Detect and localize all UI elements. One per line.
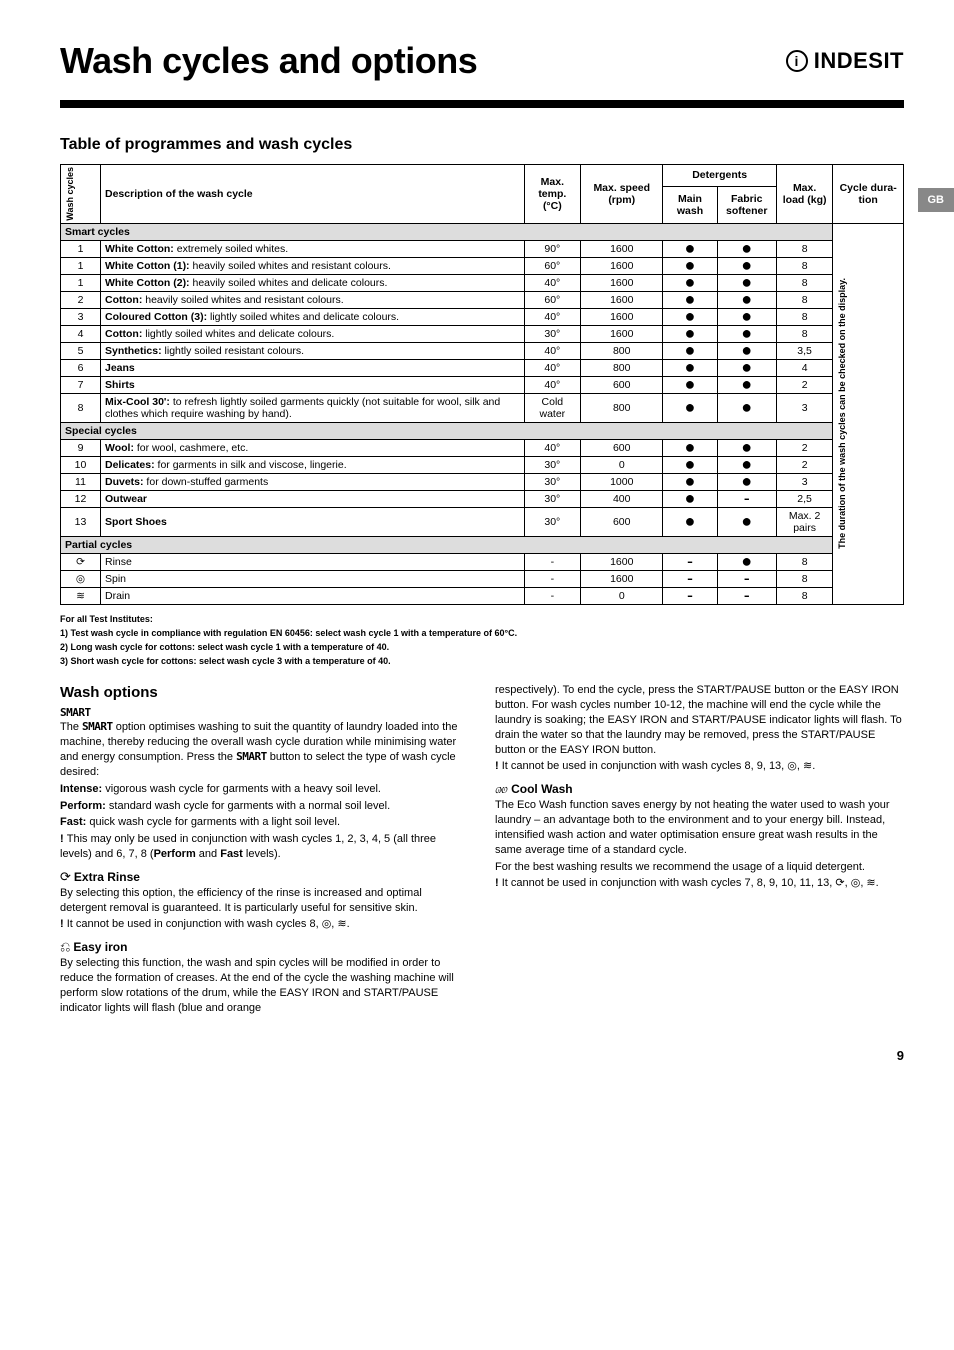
col-load: Max. load (kg) xyxy=(776,165,832,224)
rinse-icon: ⟳ xyxy=(60,869,71,884)
smart-label: SMART xyxy=(60,706,469,721)
divider-bar xyxy=(60,100,904,108)
table-row: 1White Cotton (2): heavily soiled whites… xyxy=(61,274,904,291)
table-row: 5Synthetics: lightly soiled resistant co… xyxy=(61,342,904,359)
right-column: respectively). To end the cycle, press t… xyxy=(495,683,904,1017)
logo-info-icon: i xyxy=(786,50,808,72)
table-row: ◎Spin-1600--8 xyxy=(61,570,904,587)
wash-options-heading: Wash options xyxy=(60,683,469,703)
table-row: 3Coloured Cotton (3): lightly soiled whi… xyxy=(61,308,904,325)
table-row: 12Outwear30°400●-2,5 xyxy=(61,490,904,507)
table-heading: Table of programmes and wash cycles xyxy=(60,136,904,154)
table-row: 8Mix-Cool 30': to refresh lightly soiled… xyxy=(61,393,904,422)
section-special: Special cycles xyxy=(61,422,833,439)
col-softener: Fabric softener xyxy=(717,186,776,223)
leaf-icon: 🙐 xyxy=(495,781,508,796)
iron-icon: ⎌ xyxy=(60,939,70,954)
language-tab: GB xyxy=(918,188,954,212)
easy-iron-heading: Easy iron xyxy=(73,940,127,954)
brand-logo: i INDESIT xyxy=(786,48,904,74)
logo-text: INDESIT xyxy=(814,48,904,74)
table-row: 1White Cotton (1): heavily soiled whites… xyxy=(61,257,904,274)
col-temp: Max. temp. (°C) xyxy=(524,165,580,224)
col-cycle: Wash cycles xyxy=(65,167,76,221)
extra-rinse-heading: Extra Rinse xyxy=(74,870,140,884)
table-row: 10Delicates: for garments in silk and vi… xyxy=(61,456,904,473)
table-row: 13Sport Shoes30°600●●Max. 2 pairs xyxy=(61,507,904,536)
col-speed: Max. speed (rpm) xyxy=(581,165,663,224)
table-row: 9Wool: for wool, cashmere, etc.40°600●●2 xyxy=(61,439,904,456)
table-row: 1White Cotton: extremely soiled whites.9… xyxy=(61,240,904,257)
col-desc: Description of the wash cycle xyxy=(101,165,525,224)
table-row: 6Jeans40°800●●4 xyxy=(61,359,904,376)
page-title: Wash cycles and options xyxy=(60,40,477,82)
left-column: Wash options SMART The SMART option opti… xyxy=(60,683,469,1017)
section-partial: Partial cycles xyxy=(61,536,833,553)
col-duration: Cycle dura-tion xyxy=(833,165,904,224)
footnotes: For all Test Institutes: 1) Test wash cy… xyxy=(60,613,904,668)
page-number: 9 xyxy=(60,1048,904,1063)
table-row: 4Cotton: lightly soiled whites and delic… xyxy=(61,325,904,342)
col-detergents: Detergents xyxy=(663,165,776,187)
smart-para: The SMART option optimises washing to su… xyxy=(60,720,469,779)
section-smart: Smart cycles xyxy=(61,223,833,240)
col-main-wash: Main wash xyxy=(663,186,717,223)
table-row: ⟳Rinse-1600-●8 xyxy=(61,553,904,570)
duration-note: The duration of the wash cycles can be c… xyxy=(837,278,848,549)
table-row: 2Cotton: heavily soiled whites and resis… xyxy=(61,291,904,308)
table-row: 7Shirts40°600●●2 xyxy=(61,376,904,393)
table-row: 11Duvets: for down-stuffed garments30°10… xyxy=(61,473,904,490)
table-row: ≋Drain-0--8 xyxy=(61,587,904,604)
programmes-table: Wash cycles Description of the wash cycl… xyxy=(60,164,904,605)
cool-wash-heading: Cool Wash xyxy=(511,782,573,796)
